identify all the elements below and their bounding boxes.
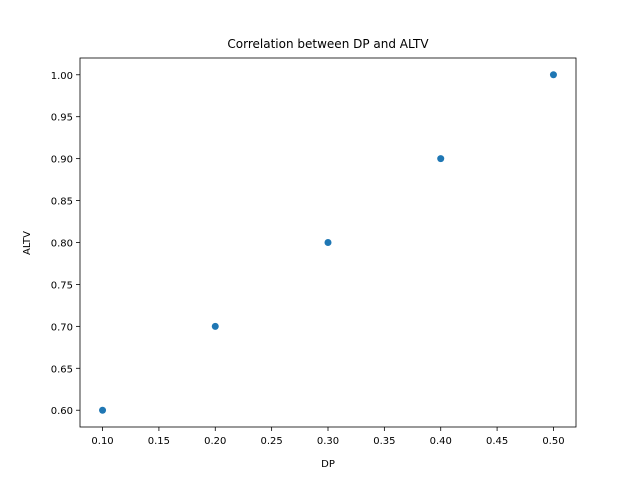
x-tick-label: 0.15 bbox=[148, 436, 170, 447]
y-tick-label: 0.95 bbox=[51, 113, 73, 124]
x-tick-label: 0.40 bbox=[430, 436, 452, 447]
plot-area bbox=[99, 71, 557, 414]
y-axis-title: ALTV bbox=[22, 231, 33, 255]
data-point bbox=[549, 71, 557, 79]
y-tick-label: 0.65 bbox=[51, 364, 73, 375]
x-tick-label: 0.20 bbox=[204, 436, 226, 447]
x-tick-label: 0.10 bbox=[91, 436, 113, 447]
x-tick-label: 0.35 bbox=[373, 436, 395, 447]
y-tick-label: 0.70 bbox=[51, 322, 73, 333]
y-tick-label: 0.75 bbox=[51, 280, 73, 291]
x-tick-label: 0.30 bbox=[317, 436, 339, 447]
data-point bbox=[324, 239, 332, 246]
x-tick-label: 0.50 bbox=[542, 436, 564, 447]
data-point bbox=[99, 406, 107, 414]
y-tick-label: 1.00 bbox=[51, 71, 73, 82]
x-tick-label: 0.45 bbox=[486, 436, 508, 447]
data-point bbox=[437, 155, 445, 163]
chart-title: Correlation between DP and ALTV bbox=[227, 37, 429, 51]
x-tick-label: 0.25 bbox=[261, 436, 283, 447]
y-tick-label: 0.60 bbox=[51, 406, 73, 417]
y-tick-label: 0.90 bbox=[51, 155, 73, 166]
y-tick-label: 0.80 bbox=[51, 239, 73, 250]
y-tick-label: 0.85 bbox=[51, 197, 73, 208]
data-point bbox=[211, 322, 219, 330]
x-axis-title: DP bbox=[321, 459, 335, 470]
